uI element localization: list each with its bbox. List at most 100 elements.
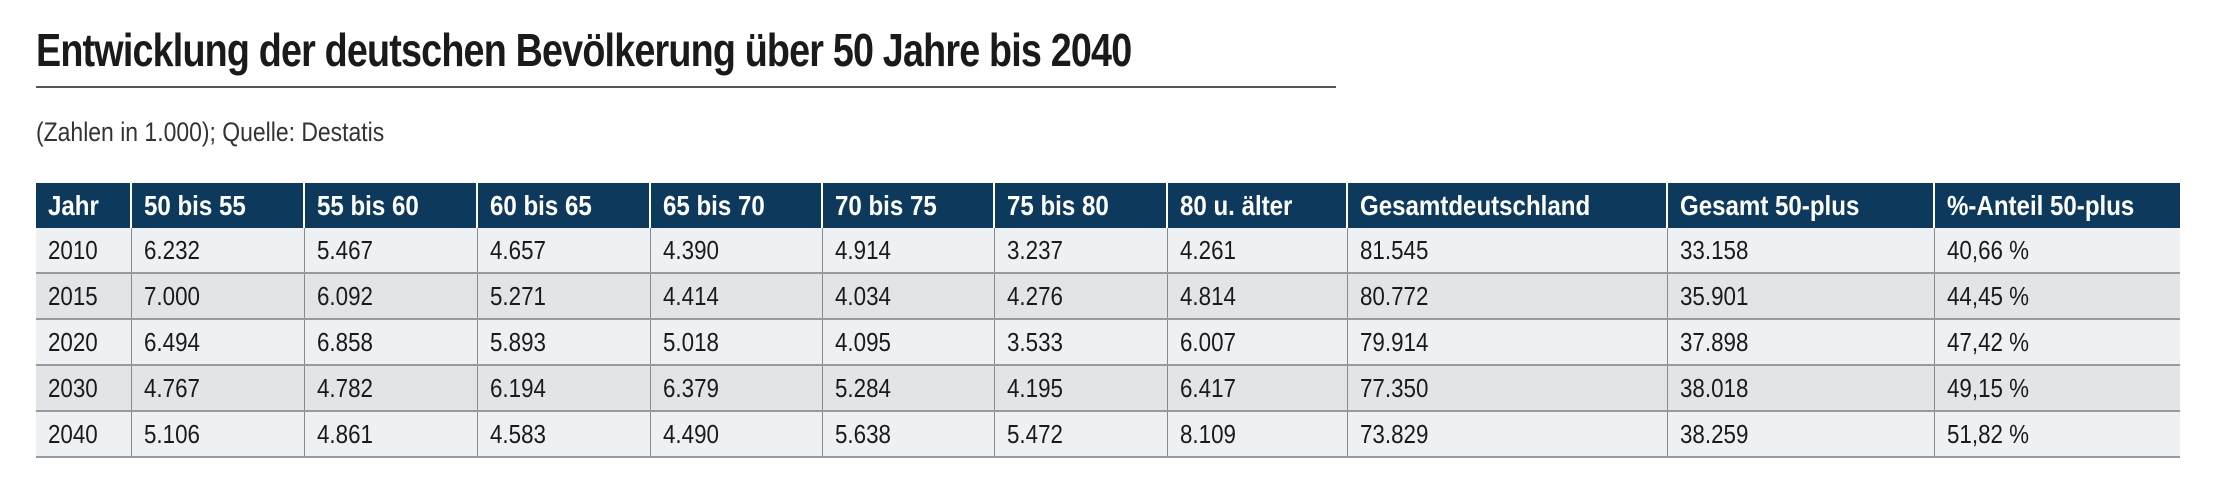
year-cell: 2020: [36, 319, 131, 366]
table-cell: 7.000: [130, 273, 304, 320]
table-cell: 38.259: [1666, 411, 1934, 458]
column-header-label: 70 bis 75: [835, 189, 937, 221]
cell-value: 6.007: [1179, 326, 1236, 357]
table-cell: 6.494: [130, 319, 304, 366]
column-header-label: 55 bis 60: [317, 189, 419, 221]
table-cell: 3.237: [993, 228, 1167, 274]
table-cell: 80.772: [1346, 273, 1667, 320]
table-cell: 4.390: [649, 228, 822, 274]
table-cell: 4.914: [821, 228, 994, 274]
cell-value: 6.417: [1179, 372, 1236, 403]
table-cell: 79.914: [1346, 319, 1667, 366]
cell-value: 5.638: [834, 418, 891, 449]
column-header-label: 50 bis 55: [144, 189, 246, 221]
cell-value: 2040: [48, 418, 98, 449]
column-header-label: %-Anteil 50-plus: [1947, 189, 2135, 221]
cell-value: 4.914: [834, 234, 891, 265]
table-cell: 6.092: [303, 273, 477, 320]
cell-value: 49,15 %: [1946, 372, 2029, 403]
column-header-label: 80 u. älter: [1180, 189, 1293, 221]
cell-value: 6.494: [143, 326, 200, 357]
column-header: Gesamtdeutschland: [1346, 183, 1667, 228]
table-cell: 6.007: [1166, 319, 1347, 366]
column-header-label: 60 bis 65: [490, 189, 592, 221]
column-header-label: Jahr: [48, 189, 99, 221]
table-cell: 6.858: [303, 319, 477, 366]
table-cell: 51,82 %: [1933, 411, 2180, 458]
table-cell: 77.350: [1346, 365, 1667, 412]
cell-value: 38.259: [1679, 418, 1748, 449]
column-header: Gesamt 50-plus: [1666, 183, 1934, 228]
column-header-label: 75 bis 80: [1007, 189, 1109, 221]
table-cell: 4.095: [821, 319, 994, 366]
year-cell: 2030: [36, 365, 131, 412]
column-header-label: 65 bis 70: [663, 189, 765, 221]
table-cell: 37.898: [1666, 319, 1934, 366]
cell-value: 5.472: [1006, 418, 1063, 449]
column-header: 55 bis 60: [303, 183, 477, 228]
cell-value: 5.106: [143, 418, 200, 449]
table-cell: 4.782: [303, 365, 477, 412]
cell-value: 5.018: [662, 326, 719, 357]
cell-value: 4.095: [834, 326, 891, 357]
cell-value: 3.237: [1006, 234, 1063, 265]
table-cell: 5.472: [993, 411, 1167, 458]
cell-value: 5.467: [316, 234, 373, 265]
cell-value: 4.782: [316, 372, 373, 403]
cell-value: 81.545: [1359, 234, 1428, 265]
cell-value: 40,66 %: [1946, 234, 2029, 265]
table-cell: 81.545: [1346, 228, 1667, 274]
table-cell: 5.467: [303, 228, 477, 274]
cell-value: 4.657: [489, 234, 546, 265]
page-title: Entwicklung der deutschen Bevölkerung üb…: [36, 24, 1132, 76]
cell-value: 6.194: [489, 372, 546, 403]
cell-value: 2015: [48, 280, 98, 311]
column-header: Jahr: [36, 183, 131, 228]
cell-value: 8.109: [1179, 418, 1236, 449]
cell-value: 2020: [48, 326, 98, 357]
table-cell: 33.158: [1666, 228, 1934, 274]
cell-value: 4.261: [1179, 234, 1236, 265]
population-table: Jahr 50 bis 55 55 bis 60 60 bis 65 65 bis 70…: [36, 183, 2180, 458]
cell-value: 35.901: [1679, 280, 1748, 311]
table-cell: 49,15 %: [1933, 365, 2180, 412]
title-block: Entwicklung der deutschen Bevölkerung üb…: [36, 22, 1336, 88]
table-cell: 3.533: [993, 319, 1167, 366]
table-row: 2010 6.232 5.467 4.657 4.390 4.914 3.237 4.261 8…: [36, 228, 2180, 274]
table-row: 2040 5.106 4.861 4.583 4.490 5.638 5.472 8.109 7…: [36, 411, 2180, 458]
table-cell: 6.232: [130, 228, 304, 274]
table-cell: 73.829: [1346, 411, 1667, 458]
table-cell: 4.861: [303, 411, 477, 458]
cell-value: 4.861: [316, 418, 373, 449]
table-row: 2030 4.767 4.782 6.194 6.379 5.284 4.195 6.417 7…: [36, 365, 2180, 412]
table-cell: 6.417: [1166, 365, 1347, 412]
cell-value: 4.767: [143, 372, 200, 403]
table-cell: 5.106: [130, 411, 304, 458]
year-cell: 2040: [36, 411, 131, 458]
column-header: 80 u. älter: [1166, 183, 1347, 228]
cell-value: 51,82 %: [1946, 418, 2029, 449]
cell-value: 33.158: [1679, 234, 1748, 265]
cell-value: 4.414: [662, 280, 719, 311]
table-row: 2020 6.494 6.858 5.893 5.018 4.095 3.533 6.007 7…: [36, 319, 2180, 366]
page-subtitle: (Zahlen in 1.000); Quelle: Destatis: [36, 117, 385, 147]
cell-value: 5.271: [489, 280, 546, 311]
table-cell: 38.018: [1666, 365, 1934, 412]
cell-value: 80.772: [1359, 280, 1428, 311]
table-row: 2015 7.000 6.092 5.271 4.414 4.034 4.276 4.814 8…: [36, 273, 2180, 320]
cell-value: 2030: [48, 372, 98, 403]
cell-value: 6.232: [143, 234, 200, 265]
table-cell: 8.109: [1166, 411, 1347, 458]
cell-value: 6.092: [316, 280, 373, 311]
cell-value: 7.000: [143, 280, 200, 311]
table-cell: 4.490: [649, 411, 822, 458]
table-cell: 6.194: [476, 365, 650, 412]
table-cell: 44,45 %: [1933, 273, 2180, 320]
table-cell: 4.261: [1166, 228, 1347, 274]
table-header-row: Jahr 50 bis 55 55 bis 60 60 bis 65 65 bis 70…: [36, 183, 2180, 228]
cell-value: 38.018: [1679, 372, 1748, 403]
table-cell: 4.414: [649, 273, 822, 320]
year-cell: 2015: [36, 273, 131, 320]
cell-value: 4.390: [662, 234, 719, 265]
column-header: 50 bis 55: [130, 183, 304, 228]
